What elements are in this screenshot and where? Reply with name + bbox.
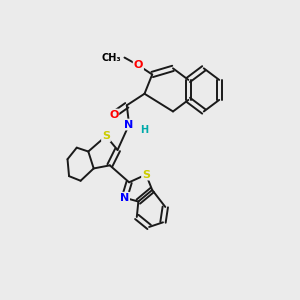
Text: N: N [120,193,129,203]
Text: CH₃: CH₃ [102,52,122,63]
Text: H: H [140,125,148,135]
Text: S: S [102,131,110,141]
Text: O: O [109,110,118,119]
Text: N: N [124,119,134,130]
Text: S: S [142,169,150,180]
Text: O: O [134,60,143,70]
